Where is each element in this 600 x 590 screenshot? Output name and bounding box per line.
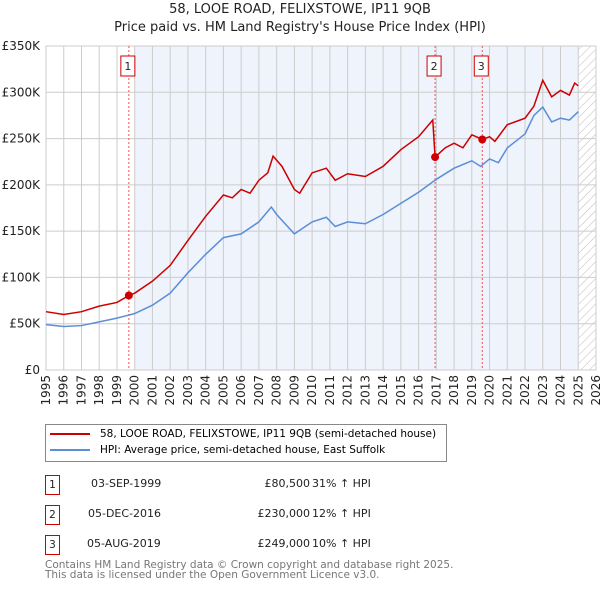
sale-marker-label: 2 (431, 60, 438, 73)
x-tick-label: 2009 (287, 375, 301, 406)
x-tick-label: 2007 (252, 375, 266, 406)
x-tick-label: 1996 (57, 375, 71, 406)
x-tick-label: 2001 (145, 375, 159, 406)
date: 05-DEC-2016 (88, 507, 162, 520)
sale-point (431, 153, 440, 162)
y-tick-label: £350K (2, 39, 42, 53)
x-tick-label: 2008 (270, 375, 284, 406)
chart-subtitle: Price paid vs. HM Land Registry's House … (114, 20, 486, 35)
legend-hpi: HPI: Average price, semi-detached house,… (100, 444, 386, 456)
legend-property: 58, LOOE ROAD, FELIXSTOWE, IP11 9QB (sem… (100, 428, 437, 440)
date: 05-AUG-2019 (87, 537, 161, 550)
series-line (45, 105, 579, 328)
chart-title: 58, LOOE ROAD, FELIXSTOWE, IP11 9QB (169, 2, 431, 17)
legend: 58, LOOE ROAD, FELIXSTOWE, IP11 9QB (sem… (45, 424, 447, 462)
x-tick-label: 1997 (74, 375, 88, 406)
x-tick-label: 2026 (589, 375, 600, 406)
x-tick-label: 2019 (465, 375, 479, 406)
x-tick-label: 2018 (447, 375, 461, 406)
x-tick-label: 2017 (429, 375, 443, 406)
y-tick-label: £150K (2, 224, 42, 238)
legend-blue-line (50, 449, 90, 451)
x-tick-label: 2003 (181, 375, 195, 406)
x-tick-label: 2012 (341, 375, 355, 406)
hpi-delta: 12% ↑ HPI (312, 507, 371, 520)
marker-badge: 2 (45, 505, 60, 525)
legend-red-line (50, 433, 90, 435)
sale-marker-label: 1 (124, 60, 131, 73)
price-chart: £0 £50K £100K £150K £200K £250K £300K £350K 1995… (2, 39, 600, 406)
x-tick-label: 2015 (394, 375, 408, 406)
date: 03-SEP-1999 (91, 477, 162, 490)
transaction-row: 1 03-SEP-1999 £80,500 31% ↑ HPI (45, 475, 465, 495)
x-tick-label: 2021 (500, 375, 514, 406)
y-tick-label: £300K (2, 85, 42, 99)
x-tick-label: 2024 (554, 375, 568, 406)
x-tick-label: 2023 (536, 375, 550, 406)
sale-marker-box (120, 55, 136, 77)
footer-line1: Contains HM Land Registry data © Crown c… (45, 559, 454, 571)
shaded-region (134, 46, 579, 370)
plot-frame (45, 45, 597, 371)
x-tick-label: 2011 (323, 375, 337, 406)
x-tick-label: 2014 (376, 375, 390, 406)
y-tick-label: £250K (2, 132, 42, 146)
transaction-row: 3 05-AUG-2019 £249,000 10% ↑ HPI (45, 535, 465, 555)
sale-point (478, 135, 487, 144)
sale-marker-box (473, 55, 489, 77)
price: £230,000 (257, 507, 311, 520)
marker-badge: 3 (45, 535, 60, 555)
x-tick-label: 2004 (199, 375, 213, 406)
hpi-delta: 31% ↑ HPI (312, 477, 371, 490)
transaction-row: 2 05-DEC-2016 £230,000 12% ↑ HPI (45, 505, 465, 525)
y-tick-label: £200K (2, 178, 42, 192)
x-tick-label: 2010 (305, 375, 319, 406)
x-tick-label: 1995 (39, 375, 53, 406)
sale-marker-label: 3 (478, 60, 485, 73)
y-tick-label: £100K (2, 270, 42, 284)
y-tick-label: £50K (9, 317, 41, 331)
x-tick-label: 1999 (110, 375, 124, 406)
x-tick-label: 2006 (234, 375, 248, 406)
marker-badge: 1 (45, 475, 60, 495)
sale-point (124, 291, 133, 300)
x-tick-label: 2022 (518, 375, 532, 406)
footer: Contains HM Land Registry data © Crown c… (45, 559, 454, 581)
x-tick-label: 2016 (412, 375, 426, 406)
x-tick-label: 2020 (483, 375, 497, 406)
hpi-delta: 10% ↑ HPI (312, 537, 371, 550)
x-tick-label: 2025 (571, 375, 585, 406)
x-tick-label: 2000 (128, 375, 142, 406)
forecast-hatch (578, 46, 596, 370)
price: £80,500 (264, 477, 311, 490)
series-line (45, 78, 579, 316)
footer-line2: This data is licensed under the Open Gov… (45, 569, 380, 581)
x-tick-label: 2005 (216, 375, 230, 406)
x-tick-label: 1998 (92, 375, 106, 406)
x-tick-label: 2002 (163, 375, 177, 406)
price: £249,000 (257, 537, 311, 550)
x-tick-label: 2013 (358, 375, 372, 406)
y-tick-label: £0 (25, 363, 40, 377)
sale-marker-box (426, 55, 442, 77)
